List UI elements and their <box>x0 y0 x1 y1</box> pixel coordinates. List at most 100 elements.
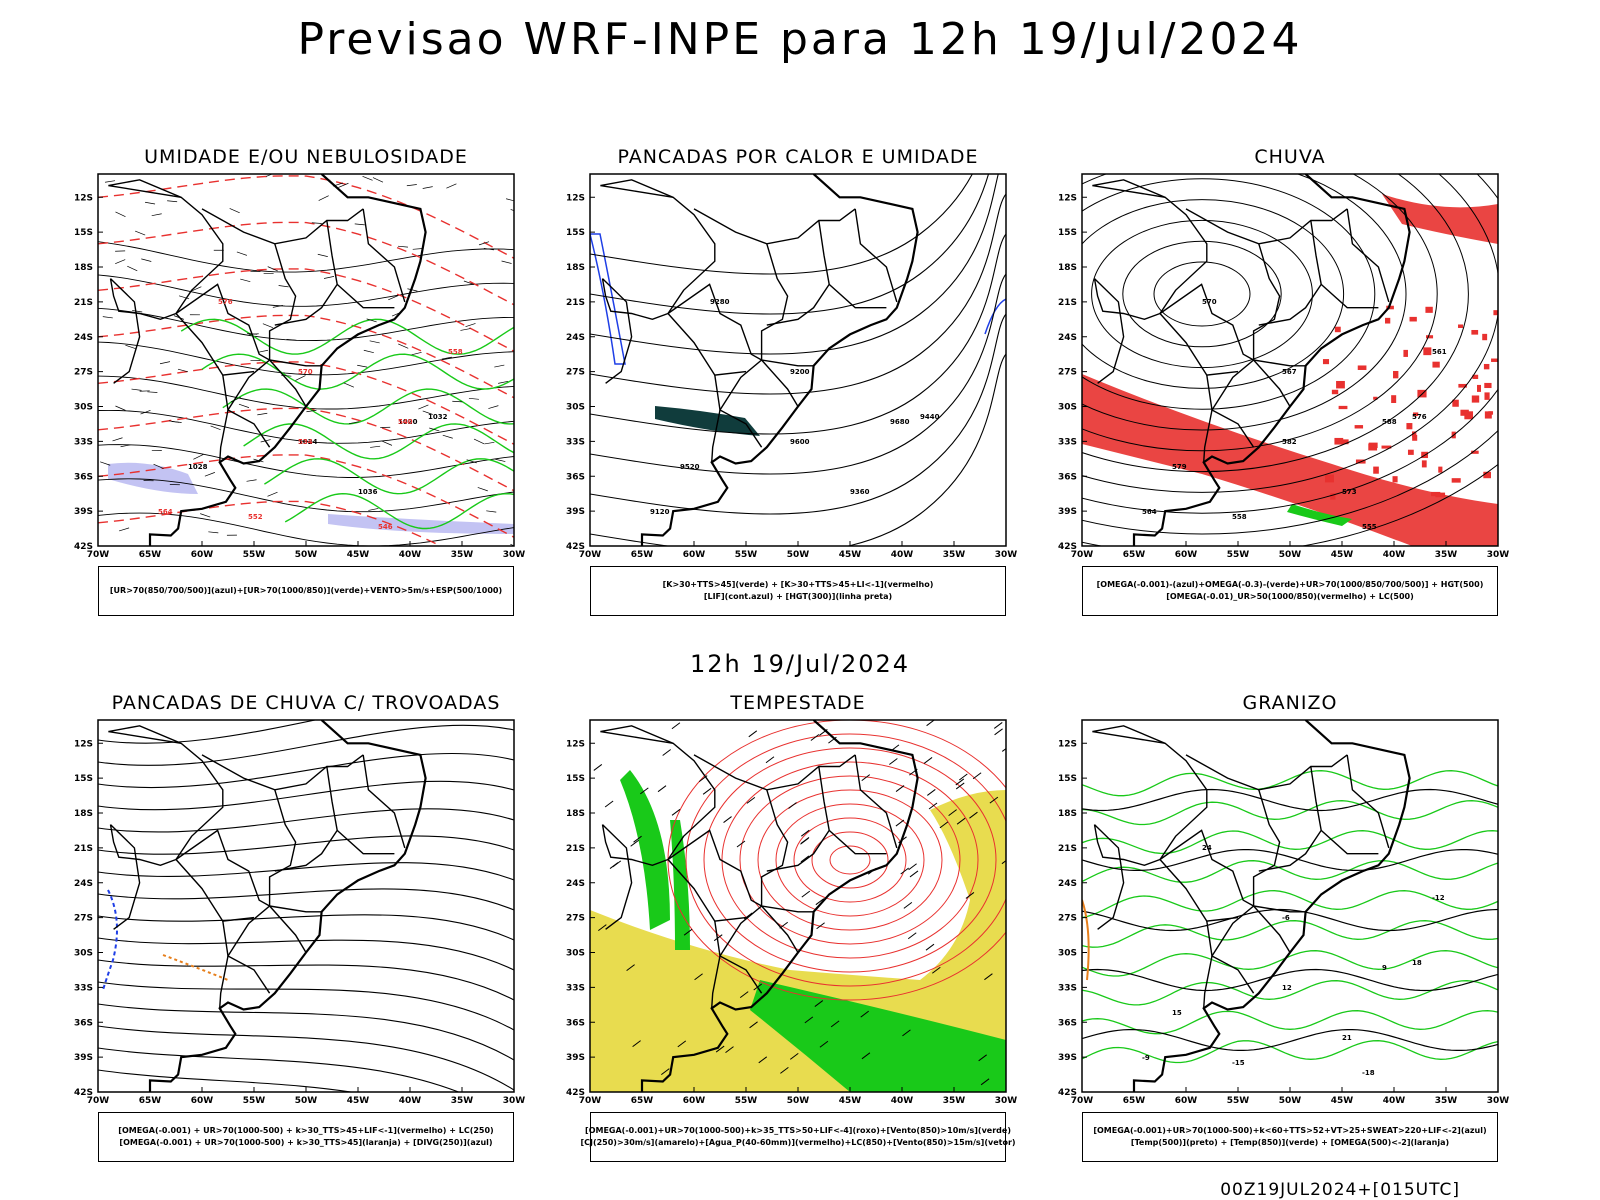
subtitle: 12h 19/Jul/2024 <box>689 650 911 678</box>
lon-tick-label: 50W <box>295 550 318 560</box>
contour-label: 558 <box>448 348 463 356</box>
lat-tick-label: 24S <box>1058 879 1077 889</box>
lon-tick-label: 55W <box>735 550 758 560</box>
lat-tick-label: 42S <box>566 1088 585 1098</box>
legend-box: [OMEGA(-0.001)-(azul)+OMEGA(-0.3)-(verde… <box>1082 566 1498 616</box>
panel-title: GRANIZO <box>1242 692 1338 714</box>
lat-tick-label: 18S <box>566 809 585 819</box>
lon-tick-label: 50W <box>787 1096 810 1106</box>
lon-tick-label: 70W <box>1071 1096 1094 1106</box>
legend-box: [OMEGA(-0.001) + UR>70(1000-500) + k>30_… <box>98 1112 514 1162</box>
lat-tick-label: 15S <box>74 228 93 238</box>
lon-tick-label: 50W <box>1279 550 1302 560</box>
contour-label: 15 <box>1172 1009 1182 1017</box>
lon-tick-label: 35W <box>943 1096 966 1106</box>
lat-tick-label: 36S <box>1058 1018 1077 1028</box>
lat-tick-label: 42S <box>1058 542 1077 552</box>
contour-label: 12 <box>1282 984 1292 992</box>
panel-title: PANCADAS DE CHUVA C/ TROVOADAS <box>111 692 501 714</box>
lon-tick-label: 30W <box>1487 1096 1510 1106</box>
panel-title: CHUVA <box>1254 146 1326 168</box>
lat-tick-label: 33S <box>74 437 93 447</box>
lat-tick-label: 30S <box>1058 949 1077 959</box>
lat-tick-label: 15S <box>1058 774 1077 784</box>
contour-label: 570 <box>298 368 313 376</box>
contour-label: -12 <box>1432 894 1445 902</box>
lat-tick-label: 39S <box>566 1053 585 1063</box>
lat-tick-label: 24S <box>566 333 585 343</box>
lat-tick-label: 12S <box>566 193 585 203</box>
lon-tick-label: 45W <box>839 550 862 560</box>
footer-stamp: 00Z19JUL2024+[015UTC] <box>1220 1180 1460 1200</box>
lat-tick-label: 30S <box>1058 403 1077 413</box>
lon-tick-label: 35W <box>451 550 474 560</box>
contour-label: 552 <box>248 513 263 521</box>
lon-tick-label: 30W <box>995 550 1018 560</box>
lon-tick-label: 65W <box>1123 550 1146 560</box>
panel-chuva: CHUVA 12S 15S 18S 21S 24S 27S 30S 33S 36S 39S 42S 70… <box>1022 146 1512 618</box>
lat-tick-label: 27S <box>566 914 585 924</box>
lon-tick-label: 60W <box>191 1096 214 1106</box>
lat-tick-label: 33S <box>74 983 93 993</box>
panel-pancadas-calor: PANCADAS POR CALOR E UMIDADE 12S 15S 18S 21S… <box>530 146 1020 618</box>
lat-tick-label: 30S <box>74 403 93 413</box>
lat-tick-label: 36S <box>1058 472 1077 482</box>
lat-tick-label: 27S <box>1058 914 1077 924</box>
lat-tick-label: 36S <box>74 1018 93 1028</box>
lon-tick-label: 65W <box>139 550 162 560</box>
lat-tick-label: 18S <box>74 809 93 819</box>
lon-tick-label: 50W <box>295 1096 318 1106</box>
lon-tick-label: 55W <box>1227 1096 1250 1106</box>
lon-tick-label: 50W <box>1279 1096 1302 1106</box>
lon-tick-label: 60W <box>1175 550 1198 560</box>
lon-tick-label: 45W <box>1331 1096 1354 1106</box>
lat-tick-label: 21S <box>1058 844 1077 854</box>
lat-tick-label: 36S <box>566 1018 585 1028</box>
lon-tick-label: 35W <box>943 550 966 560</box>
panel-title: UMIDADE E/OU NEBULOSIDADE <box>144 146 468 168</box>
contour-label: 1028 <box>188 463 208 471</box>
contour-label: 576 <box>218 298 233 306</box>
lat-tick-label: 15S <box>566 228 585 238</box>
contour-label: 9280 <box>710 298 730 306</box>
contour-label: 582 <box>1282 438 1297 446</box>
legend-line: [OMEGA(-0.001) + UR>70(1000-500) + k>30_… <box>118 1126 494 1135</box>
contour-label: -15 <box>1232 1059 1245 1067</box>
contour-label: 1024 <box>298 438 318 446</box>
lon-tick-label: 40W <box>891 550 914 560</box>
legend-box: [UR>70(850/700/500)](azul)+[UR>70(1000/8… <box>98 566 514 616</box>
lon-tick-label: 65W <box>631 550 654 560</box>
lon-tick-label: 40W <box>1383 1096 1406 1106</box>
contour-label: 534 <box>298 438 313 446</box>
contour-label: 579 <box>1172 463 1187 471</box>
lon-tick-label: 70W <box>87 550 110 560</box>
lat-tick-label: 24S <box>566 879 585 889</box>
contour-label: -9 <box>1142 1054 1150 1062</box>
contour-label: 558 <box>1232 513 1247 521</box>
legend-box: [OMEGA(-0.001)+UR>70(1000-500)+k<60+TTS>… <box>1082 1112 1498 1162</box>
lat-tick-label: 33S <box>1058 983 1077 993</box>
lat-tick-label: 12S <box>1058 739 1077 749</box>
legend-line: [OMEGA(-0.01)_UR>50(1000/850)(vermelho) … <box>1166 592 1414 601</box>
lat-tick-label: 24S <box>74 879 93 889</box>
lat-tick-label: 36S <box>566 472 585 482</box>
main-title: Previsao WRF-INPE para 12h 19/Jul/2024 <box>297 14 1303 65</box>
contour-label: 546 <box>378 523 393 531</box>
contour-label: 9 <box>1382 964 1387 972</box>
lon-tick-label: 45W <box>839 1096 862 1106</box>
lat-tick-label: 24S <box>74 333 93 343</box>
lat-tick-label: 30S <box>566 949 585 959</box>
lon-tick-label: 65W <box>631 1096 654 1106</box>
lat-tick-label: 39S <box>1058 507 1077 517</box>
lat-tick-label: 27S <box>74 914 93 924</box>
lon-tick-label: 55W <box>243 1096 266 1106</box>
legend-box: [OMEGA(-0.001)+UR>70(1000-500)+k>35_TTS>… <box>580 1112 1016 1162</box>
contour-label: 9520 <box>680 463 700 471</box>
contour-label: 9680 <box>890 418 910 426</box>
lon-tick-label: 70W <box>87 1096 110 1106</box>
legend-line: [OMEGA(-0.001)+UR>70(1000-500)+k<60+TTS>… <box>1093 1126 1487 1135</box>
contour-label: -6 <box>1282 914 1290 922</box>
lat-tick-label: 18S <box>1058 263 1077 273</box>
contour-label: 21 <box>1342 1034 1352 1042</box>
contour-label: 555 <box>1362 523 1377 531</box>
